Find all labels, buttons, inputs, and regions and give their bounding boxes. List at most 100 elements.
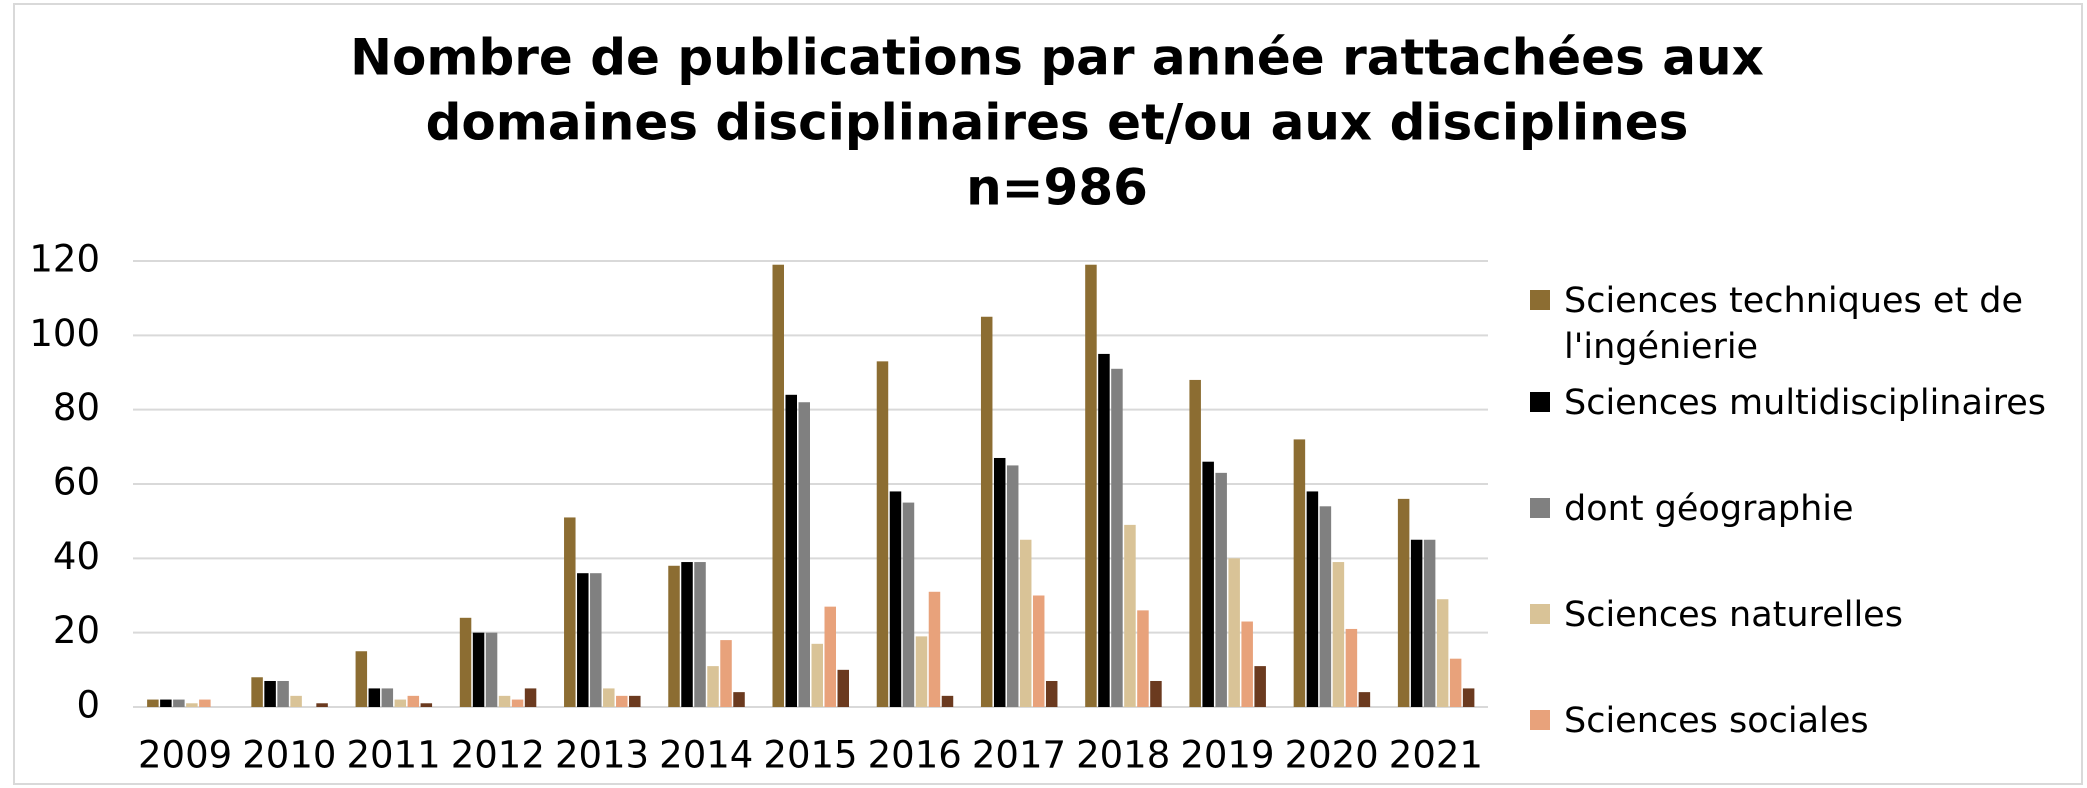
bar xyxy=(1032,595,1045,707)
bar xyxy=(681,562,693,707)
bar xyxy=(1345,628,1358,707)
legend-label: Sciences sociales xyxy=(1564,701,1869,741)
bar xyxy=(1410,539,1423,707)
bar xyxy=(1045,680,1058,707)
x-tick-label: 2017 xyxy=(972,734,1066,777)
y-tick-label: 100 xyxy=(29,312,100,355)
x-tick-label: 2012 xyxy=(451,734,545,777)
bar xyxy=(290,695,302,707)
bar xyxy=(564,517,576,707)
bar xyxy=(668,565,680,707)
x-tick-label: 2018 xyxy=(1076,734,1170,777)
legend-label: Sciences techniques et de l'ingénierie xyxy=(1564,281,2024,367)
bar xyxy=(1006,465,1019,707)
bar xyxy=(420,703,433,707)
bar xyxy=(1137,610,1149,707)
bar xyxy=(511,699,524,707)
bar xyxy=(381,688,394,707)
bar xyxy=(1150,680,1162,707)
bar xyxy=(1254,666,1266,707)
bar xyxy=(980,316,993,707)
legend-item: Sciences sociales xyxy=(1530,698,2080,744)
x-tick-label: 2020 xyxy=(1285,734,1379,777)
bar xyxy=(1111,368,1123,707)
bar xyxy=(577,573,589,707)
bar xyxy=(316,703,328,707)
bar xyxy=(394,699,407,707)
bar xyxy=(264,680,276,707)
bar xyxy=(1319,506,1332,707)
bar xyxy=(1436,599,1449,707)
bar xyxy=(355,651,368,707)
bar xyxy=(472,632,485,707)
y-tick-label: 20 xyxy=(53,609,100,652)
bar xyxy=(1332,562,1345,707)
x-tick-label: 2011 xyxy=(346,734,440,777)
chart-title: Nombre de publications par année rattach… xyxy=(350,29,1764,87)
legend-swatch xyxy=(1530,392,1550,412)
legend-swatch xyxy=(1530,710,1550,730)
frame xyxy=(13,3,2083,785)
bar xyxy=(1449,658,1462,707)
bar xyxy=(251,677,263,707)
x-tick-label: 2010 xyxy=(242,734,336,777)
bar xyxy=(1098,353,1110,707)
bar xyxy=(889,491,902,707)
x-tick-label: 2021 xyxy=(1389,734,1483,777)
bar xyxy=(1124,524,1136,707)
bar xyxy=(1215,472,1227,707)
x-tick-label: 2013 xyxy=(555,734,649,777)
bar xyxy=(941,695,954,707)
bar xyxy=(902,502,915,707)
bar xyxy=(1019,539,1032,707)
x-tick-label: 2009 xyxy=(138,734,232,777)
bar xyxy=(498,695,511,707)
x-tick-label: 2015 xyxy=(763,734,857,777)
bar xyxy=(993,457,1006,707)
bar xyxy=(629,695,641,707)
bar xyxy=(186,703,198,707)
bar xyxy=(147,699,159,707)
bar xyxy=(720,640,732,707)
bar xyxy=(1189,379,1201,707)
bar xyxy=(1358,692,1371,707)
x-tick-label: 2016 xyxy=(868,734,962,777)
bar xyxy=(1085,264,1097,707)
legend-item: dont géographie xyxy=(1530,486,2080,532)
legend-item: Sciences techniques et de l'ingénierie xyxy=(1530,278,2080,370)
legend-label: dont géographie xyxy=(1564,489,1854,529)
legend-label: Sciences naturelles xyxy=(1564,595,1903,635)
y-tick-label: 120 xyxy=(29,238,100,281)
bar xyxy=(694,562,706,707)
bar xyxy=(199,699,211,707)
y-tick-label: 40 xyxy=(53,535,100,578)
bar xyxy=(707,666,719,707)
legend-item: Sciences multidisciplinaires xyxy=(1530,380,2080,426)
y-tick-label: 0 xyxy=(76,684,100,727)
bar xyxy=(1423,539,1436,707)
bar xyxy=(785,394,797,707)
bar xyxy=(1293,439,1306,707)
bar xyxy=(1306,491,1319,707)
legend-swatch xyxy=(1530,290,1550,310)
bar xyxy=(915,636,928,707)
bar xyxy=(173,699,185,707)
bar xyxy=(772,264,784,707)
bar xyxy=(1228,558,1240,707)
x-tick-label: 2019 xyxy=(1180,734,1274,777)
bar xyxy=(368,688,381,707)
x-tick-label: 2014 xyxy=(659,734,753,777)
bar xyxy=(616,695,628,707)
bar xyxy=(485,632,498,707)
bar xyxy=(1241,621,1253,707)
bar xyxy=(459,617,472,707)
bar xyxy=(1397,498,1410,707)
legend-item: Sciences naturelles xyxy=(1530,592,2080,638)
bar xyxy=(1202,461,1214,707)
bar xyxy=(928,591,941,707)
bar xyxy=(603,688,615,707)
bar xyxy=(837,669,849,707)
bar xyxy=(876,361,889,707)
